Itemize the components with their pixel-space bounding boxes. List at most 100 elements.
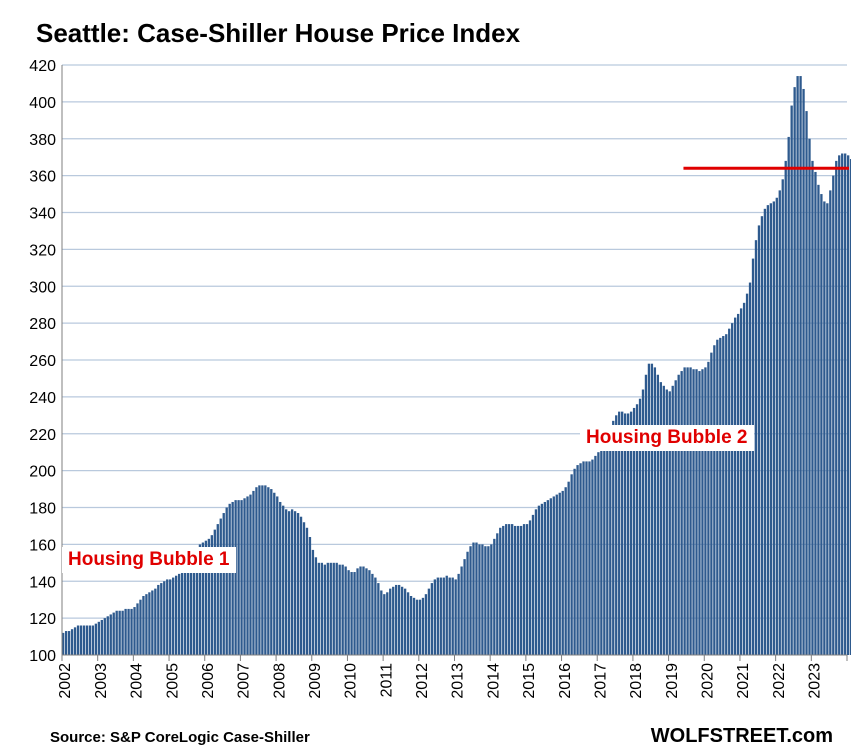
bar bbox=[638, 398, 642, 655]
bar bbox=[353, 572, 356, 655]
bar bbox=[442, 577, 445, 655]
x-tick-label: 2006 bbox=[200, 663, 217, 699]
y-tick-label: 240 bbox=[29, 390, 56, 407]
bar bbox=[799, 76, 802, 655]
bar bbox=[109, 614, 112, 655]
bar bbox=[421, 597, 425, 655]
x-tick-label: 2019 bbox=[664, 663, 681, 699]
chart-title: Seattle: Case-Shiller House Price Index bbox=[36, 18, 521, 48]
bar bbox=[647, 363, 651, 655]
bar bbox=[195, 548, 199, 655]
bar bbox=[62, 632, 65, 656]
source-note: Source: S&P CoreLogic Case-Shiller bbox=[50, 729, 310, 746]
bar bbox=[326, 562, 329, 655]
bar bbox=[124, 608, 127, 655]
x-tick-label: 2017 bbox=[592, 663, 609, 699]
bar bbox=[293, 511, 297, 655]
x-tick-label: 2020 bbox=[699, 663, 716, 699]
bar bbox=[787, 136, 790, 655]
bar bbox=[445, 575, 448, 655]
bar bbox=[201, 542, 205, 655]
bar bbox=[609, 428, 612, 655]
bar bbox=[311, 549, 315, 655]
bar bbox=[282, 505, 285, 655]
y-tick-label: 340 bbox=[29, 206, 56, 223]
bar bbox=[183, 566, 187, 655]
bar bbox=[308, 537, 312, 655]
bar bbox=[484, 546, 487, 655]
bar bbox=[240, 500, 243, 656]
bar bbox=[522, 524, 526, 655]
bar bbox=[186, 562, 190, 655]
bar bbox=[112, 612, 115, 655]
bar bbox=[760, 216, 764, 655]
bar bbox=[820, 194, 823, 655]
y-tick-label: 140 bbox=[29, 574, 56, 591]
bar bbox=[525, 524, 529, 655]
x-tick-label: 2021 bbox=[735, 663, 752, 699]
bar bbox=[267, 487, 270, 655]
x-tick-label: 2002 bbox=[57, 663, 74, 699]
bar bbox=[769, 203, 773, 655]
bar bbox=[540, 503, 544, 655]
bar bbox=[481, 544, 484, 656]
bar bbox=[403, 588, 407, 656]
bar bbox=[424, 594, 428, 655]
bar bbox=[472, 542, 475, 655]
bar bbox=[493, 538, 496, 655]
x-tick-label: 2004 bbox=[129, 663, 146, 699]
bar bbox=[82, 625, 86, 655]
bar bbox=[710, 352, 713, 656]
bar bbox=[588, 461, 591, 655]
bar bbox=[519, 525, 523, 655]
bar bbox=[415, 599, 419, 655]
bar bbox=[508, 524, 511, 655]
bar bbox=[719, 337, 722, 656]
bar bbox=[246, 496, 249, 655]
bar bbox=[793, 87, 796, 656]
bar bbox=[180, 570, 184, 655]
bar bbox=[573, 468, 576, 655]
bar bbox=[549, 498, 552, 655]
bar bbox=[317, 562, 321, 655]
bar bbox=[600, 446, 603, 655]
y-tick-label: 380 bbox=[29, 132, 56, 149]
bar bbox=[157, 584, 160, 655]
bar bbox=[668, 391, 671, 655]
bar bbox=[707, 361, 710, 655]
bar bbox=[73, 627, 77, 655]
bar bbox=[252, 490, 255, 655]
bar bbox=[695, 369, 698, 655]
bar bbox=[127, 608, 130, 655]
bar bbox=[725, 334, 728, 655]
bar bbox=[570, 474, 573, 655]
bar bbox=[299, 516, 303, 655]
bar bbox=[398, 584, 401, 655]
bar bbox=[552, 496, 555, 655]
bar bbox=[546, 500, 549, 656]
bar bbox=[359, 566, 362, 655]
bar bbox=[365, 568, 368, 655]
bar bbox=[216, 524, 219, 655]
bar bbox=[829, 190, 832, 656]
bar bbox=[285, 509, 288, 655]
bar bbox=[835, 160, 838, 656]
x-tick-label: 2011 bbox=[378, 663, 395, 698]
bar bbox=[847, 155, 850, 655]
bar bbox=[451, 577, 454, 655]
bar bbox=[270, 489, 273, 655]
annotation-housing-bubble-1: Housing Bubble 1 bbox=[62, 547, 236, 573]
bar bbox=[320, 562, 324, 655]
bar bbox=[100, 619, 103, 655]
x-tick-label: 2013 bbox=[450, 663, 467, 699]
bar bbox=[463, 559, 466, 656]
bar bbox=[386, 592, 389, 655]
bar bbox=[606, 435, 609, 655]
bar bbox=[198, 544, 202, 656]
bar bbox=[796, 76, 799, 655]
bar bbox=[148, 592, 151, 655]
bar bbox=[849, 159, 851, 655]
bar bbox=[243, 498, 246, 655]
bar bbox=[615, 415, 618, 655]
